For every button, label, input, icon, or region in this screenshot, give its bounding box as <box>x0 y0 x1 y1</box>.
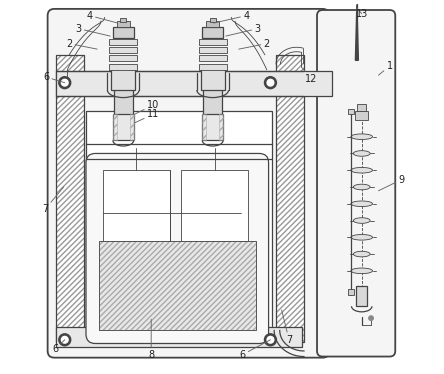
Text: 4: 4 <box>87 10 118 23</box>
Bar <box>348 289 353 295</box>
Text: 3: 3 <box>226 24 261 36</box>
FancyBboxPatch shape <box>86 153 269 343</box>
Bar <box>109 39 137 45</box>
Circle shape <box>59 334 71 346</box>
Bar <box>113 114 117 140</box>
Ellipse shape <box>351 134 373 140</box>
Circle shape <box>265 77 277 89</box>
Bar <box>198 64 227 70</box>
Circle shape <box>61 337 68 343</box>
Bar <box>117 21 130 27</box>
Bar <box>60 81 69 85</box>
Bar <box>113 27 134 38</box>
Bar <box>203 81 222 118</box>
Bar <box>56 327 302 347</box>
Bar <box>56 55 84 341</box>
Text: 1: 1 <box>378 61 393 75</box>
Bar <box>201 68 225 90</box>
Text: 3: 3 <box>75 24 110 36</box>
Bar <box>202 114 223 140</box>
Bar <box>103 170 170 241</box>
Text: 9: 9 <box>378 175 404 191</box>
Bar <box>276 55 304 341</box>
Text: 2: 2 <box>66 39 97 49</box>
Ellipse shape <box>351 234 373 240</box>
Bar <box>198 39 227 45</box>
Text: 11: 11 <box>135 109 159 123</box>
Bar <box>114 81 133 118</box>
Bar <box>356 286 367 306</box>
Bar <box>348 109 353 114</box>
Bar <box>198 55 227 61</box>
Text: 4: 4 <box>214 10 249 23</box>
Bar <box>355 111 369 120</box>
Text: 12: 12 <box>302 68 317 84</box>
Text: 6: 6 <box>52 340 65 354</box>
Text: 7: 7 <box>281 310 292 345</box>
Circle shape <box>267 337 274 343</box>
Ellipse shape <box>351 268 373 274</box>
Bar <box>56 55 84 341</box>
Text: 8: 8 <box>148 319 154 360</box>
Bar <box>181 170 248 241</box>
Text: 2: 2 <box>239 39 270 49</box>
Bar <box>56 55 84 341</box>
Ellipse shape <box>351 168 373 173</box>
FancyBboxPatch shape <box>48 9 329 358</box>
Ellipse shape <box>351 201 373 206</box>
Circle shape <box>267 79 274 86</box>
Ellipse shape <box>353 184 370 190</box>
Polygon shape <box>355 4 358 60</box>
Text: 7: 7 <box>42 187 63 214</box>
Bar <box>266 81 275 85</box>
Bar <box>130 114 134 140</box>
Bar <box>210 18 216 22</box>
Bar <box>56 71 332 96</box>
Bar <box>276 55 304 341</box>
Bar <box>113 114 134 140</box>
Circle shape <box>59 77 71 89</box>
Text: 10: 10 <box>135 100 159 114</box>
Bar <box>266 338 275 341</box>
Bar <box>219 114 223 140</box>
Circle shape <box>369 316 373 321</box>
Bar <box>198 47 227 53</box>
Bar <box>111 68 135 90</box>
Bar <box>120 18 126 22</box>
Text: 6: 6 <box>43 72 65 83</box>
Bar <box>109 64 137 70</box>
Bar <box>357 104 366 111</box>
Ellipse shape <box>353 151 370 156</box>
Ellipse shape <box>353 251 370 257</box>
FancyBboxPatch shape <box>317 10 395 356</box>
Bar <box>109 47 137 53</box>
Text: 13: 13 <box>356 8 368 19</box>
Circle shape <box>61 79 68 86</box>
Bar <box>202 27 223 38</box>
Bar <box>109 55 137 61</box>
Bar <box>60 338 69 341</box>
Bar <box>202 114 206 140</box>
Bar <box>206 21 219 27</box>
Bar <box>99 241 256 331</box>
Bar <box>276 55 304 341</box>
Circle shape <box>265 334 277 346</box>
Ellipse shape <box>353 218 370 223</box>
Text: 6: 6 <box>239 340 270 360</box>
Bar <box>86 111 272 334</box>
Bar <box>99 241 256 331</box>
